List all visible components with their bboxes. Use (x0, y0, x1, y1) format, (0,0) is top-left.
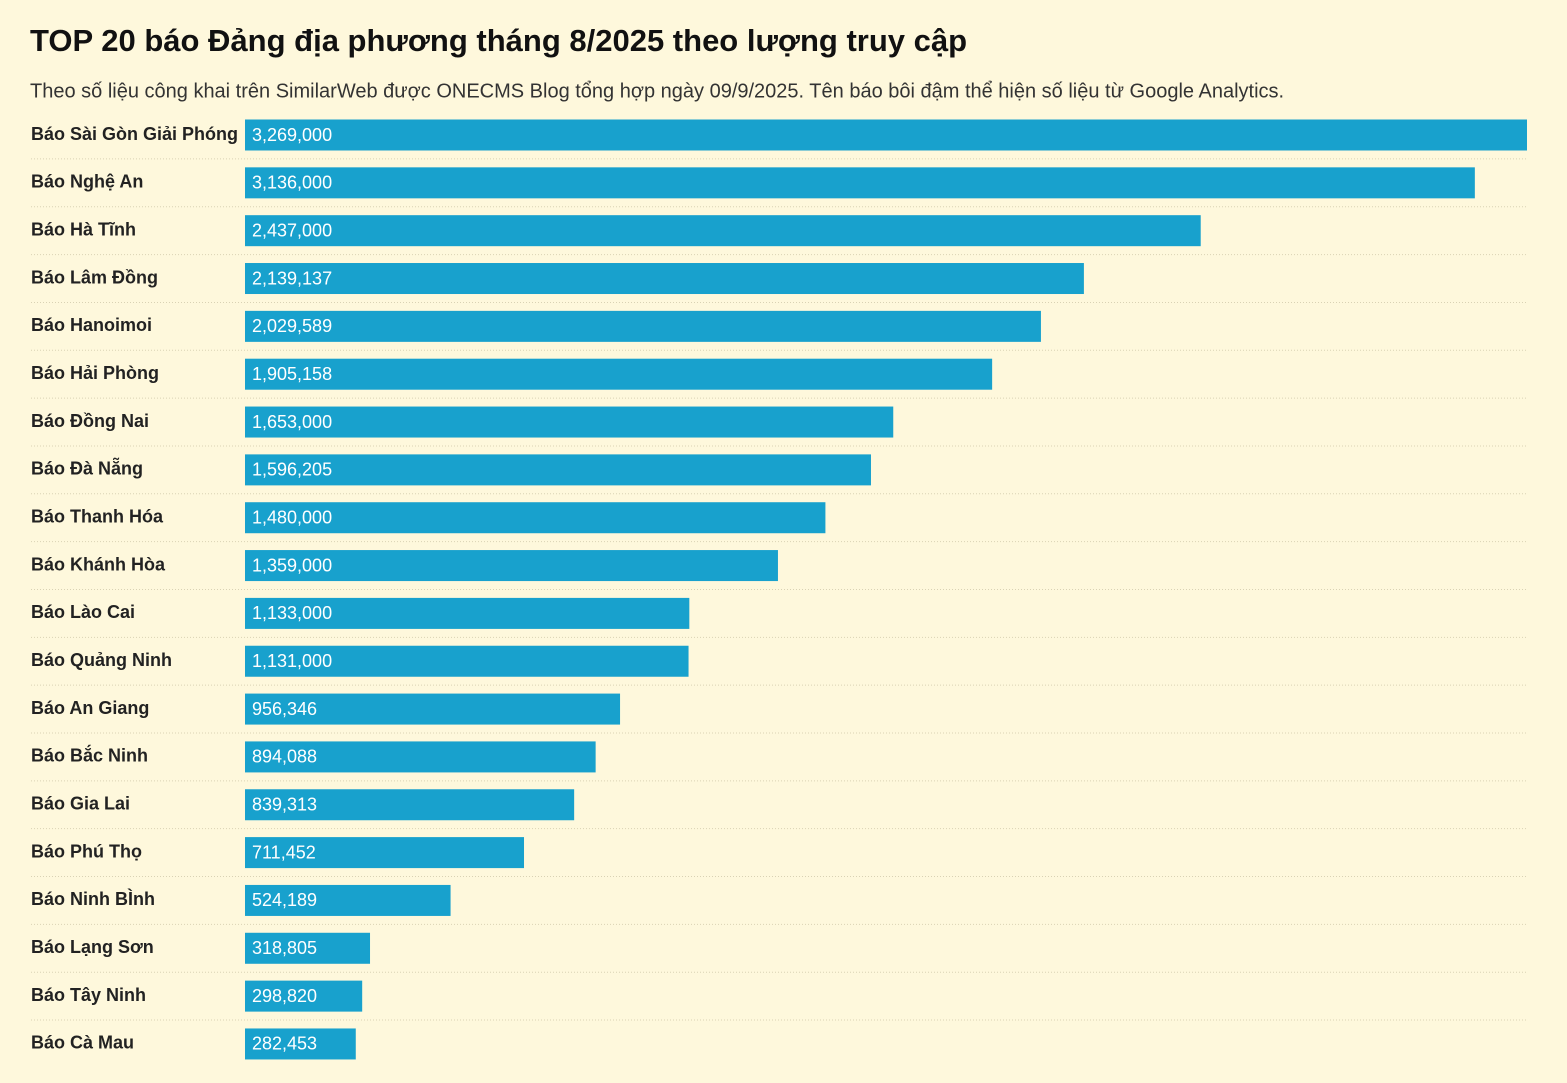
chart-title: TOP 20 báo Đảng địa phương tháng 8/2025 … (30, 23, 967, 58)
value-label: 1,596,205 (252, 460, 332, 480)
category-label: Báo Đồng Nai (31, 411, 149, 431)
category-label: Báo An Giang (31, 698, 149, 718)
value-label: 318,805 (252, 938, 317, 958)
value-label: 1,359,000 (252, 555, 332, 575)
category-label: Báo Tây Ninh (31, 985, 146, 1005)
bar (245, 454, 871, 486)
category-label: Báo Hà Tĩnh (31, 219, 136, 239)
value-label: 3,136,000 (252, 173, 332, 193)
category-label: Báo Khánh Hòa (31, 554, 166, 574)
bar (245, 645, 689, 677)
value-label: 1,653,000 (252, 412, 332, 432)
bar (245, 502, 826, 534)
value-label: 711,452 (252, 842, 316, 862)
category-label: Báo Gia Lai (31, 794, 130, 814)
bar (245, 932, 371, 964)
value-label: 1,480,000 (252, 507, 332, 527)
category-label: Báo Lâm Đồng (31, 267, 158, 287)
value-label: 894,088 (252, 747, 317, 767)
category-label: Báo Lào Cai (31, 602, 135, 622)
category-label: Báo Cà Mau (31, 1033, 134, 1053)
category-label: Báo Ninh BÌnh (31, 888, 155, 909)
category-label: Báo Quảng Ninh (31, 650, 172, 670)
bar (245, 550, 778, 582)
bar (245, 167, 1475, 199)
category-label: Báo Lạng Sơn (31, 937, 154, 957)
chart-subtitle: Theo số liệu công khai trên SimilarWeb đ… (30, 80, 1284, 102)
value-label: 1,133,000 (252, 603, 332, 623)
bar (245, 310, 1041, 342)
bar (245, 263, 1084, 295)
category-label: Báo Bắc Ninh (31, 745, 148, 766)
bar (245, 741, 596, 773)
value-label: 524,189 (252, 890, 317, 910)
bar (245, 789, 575, 821)
category-label: Báo Đà Nẵng (31, 457, 143, 479)
category-label: Báo Hải Phòng (31, 363, 159, 383)
value-label: 2,437,000 (252, 220, 332, 240)
value-label: 1,131,000 (252, 651, 332, 671)
bar (245, 597, 690, 629)
value-label: 298,820 (252, 986, 317, 1006)
value-label: 282,453 (252, 1034, 317, 1054)
bar (245, 1028, 356, 1060)
bar (245, 119, 1527, 151)
value-label: 956,346 (252, 699, 317, 719)
bar (245, 884, 451, 916)
value-label: 3,269,000 (252, 125, 332, 145)
bar (245, 837, 525, 869)
category-label: Báo Sài Gòn Giải Phóng (31, 124, 238, 144)
category-label: Báo Thanh Hóa (31, 506, 164, 526)
bar (245, 406, 894, 438)
value-label: 839,313 (252, 795, 317, 815)
category-label: Báo Hanoimoi (31, 315, 152, 335)
bar (245, 358, 993, 390)
value-label: 2,139,137 (252, 268, 332, 288)
category-label: Báo Phú Thọ (31, 841, 142, 861)
bar (245, 980, 363, 1012)
bar (245, 693, 621, 725)
bar (245, 215, 1201, 247)
category-label: Báo Nghệ An (31, 172, 143, 192)
value-label: 2,029,589 (252, 316, 332, 336)
value-label: 1,905,158 (252, 364, 332, 384)
